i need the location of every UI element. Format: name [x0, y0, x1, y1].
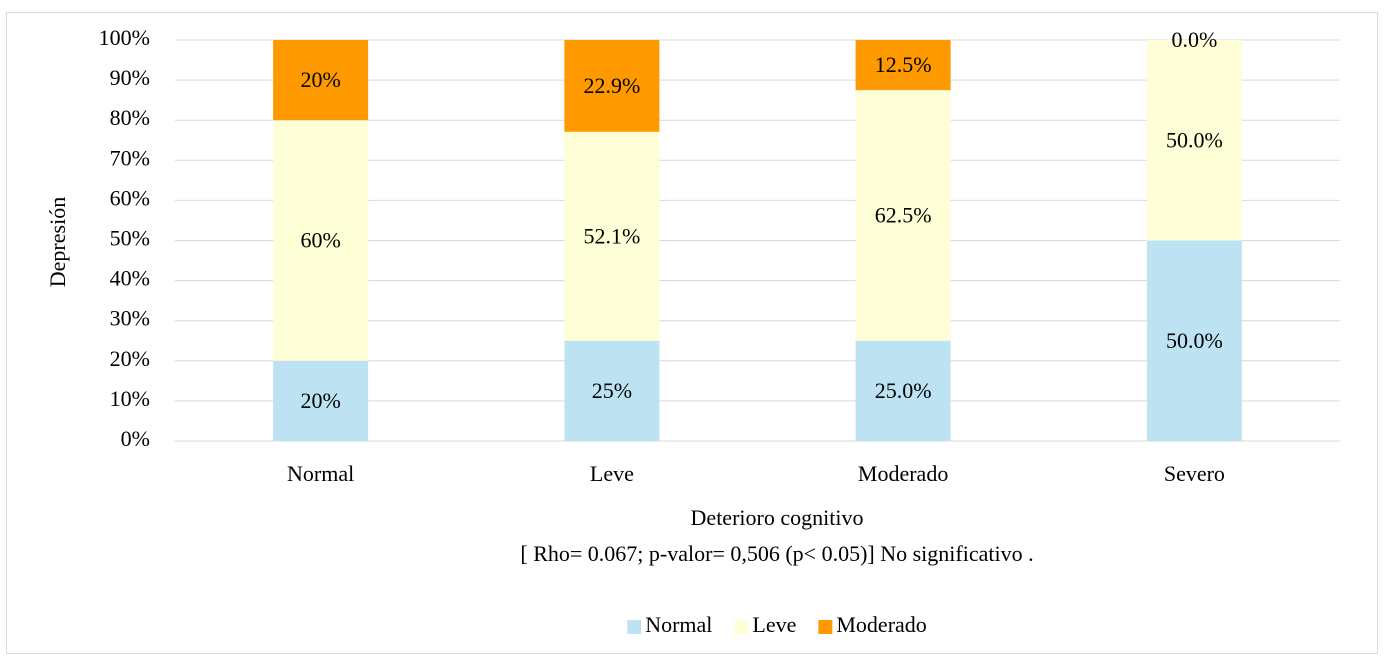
y-tick-label: 70% — [110, 145, 150, 170]
data-label: 50.0% — [1166, 127, 1223, 152]
bar-segment — [855, 90, 951, 341]
annotation: [ Rho= 0.067; p-valor= 0,506 (p< 0.05)] … — [520, 541, 1033, 566]
y-tick-label: 80% — [110, 105, 150, 130]
bar-segment — [564, 131, 660, 341]
data-label: 25.0% — [875, 378, 932, 403]
x-axis-title: Deterioro cognitivo — [691, 505, 864, 530]
data-label: 12.5% — [875, 52, 932, 77]
data-label: 20% — [300, 67, 340, 92]
data-label: 62.5% — [875, 202, 932, 227]
bar-segment — [564, 40, 660, 132]
legend-label: Leve — [752, 612, 796, 637]
y-tick-label: 10% — [110, 386, 150, 411]
y-tick-label: 30% — [110, 306, 150, 331]
bar-segment — [855, 40, 951, 91]
bar-segment — [273, 360, 369, 441]
y-tick-label: 60% — [110, 185, 150, 210]
x-tick-label: Severo — [1164, 461, 1225, 486]
data-label: 22.9% — [583, 73, 640, 98]
y-tick-label: 40% — [110, 266, 150, 291]
data-label: 25% — [592, 378, 632, 403]
y-tick-label: 50% — [110, 226, 150, 251]
bar-segment — [273, 120, 369, 361]
bar-segment — [273, 40, 369, 121]
legend: Normal Leve Moderado — [627, 612, 927, 637]
y-tick-label: 0% — [121, 426, 150, 451]
legend-label: Normal — [645, 612, 712, 637]
data-label: 60% — [300, 228, 340, 253]
legend-swatch — [627, 620, 642, 634]
bar-segment — [855, 340, 951, 441]
y-axis-title: Depresión — [45, 197, 70, 287]
bar-segment — [1146, 40, 1242, 241]
bar-segment — [1146, 240, 1242, 441]
data-label: 0.0% — [1171, 27, 1217, 52]
x-tick-label: Normal — [287, 461, 354, 486]
y-tick-label: 100% — [99, 25, 150, 50]
y-tick-label: 20% — [110, 346, 150, 371]
y-tick-label: 90% — [110, 65, 150, 90]
legend-swatch — [818, 620, 833, 634]
legend-label: Moderado — [836, 612, 926, 637]
x-tick-label: Moderado — [858, 461, 948, 486]
data-label: 52.1% — [583, 223, 640, 248]
legend-swatch — [734, 620, 749, 634]
data-label: 20% — [300, 388, 340, 413]
bar-segment — [564, 340, 660, 441]
data-label: 50.0% — [1166, 328, 1223, 353]
x-tick-label: Leve — [590, 461, 634, 486]
